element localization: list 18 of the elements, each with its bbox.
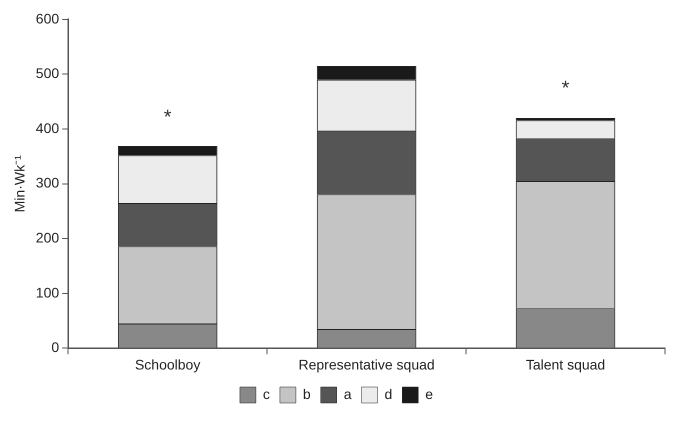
legend-label: c [262, 386, 270, 402]
legend-label: d [384, 386, 392, 402]
y-tick-label: 400 [36, 120, 60, 136]
legend-label: e [425, 386, 434, 402]
y-tick-label: 300 [36, 174, 60, 191]
y-axis-title: Min·Wk⁻¹ [11, 154, 28, 212]
annotation: * [164, 106, 172, 129]
annotation: * [562, 77, 570, 100]
y-tick-label: 500 [36, 65, 60, 82]
legend-label: a [344, 386, 352, 402]
legend-label: b [302, 386, 311, 402]
x-tick-label: Talent squad [526, 356, 606, 372]
y-tick-label: 600 [36, 10, 60, 26]
y-tick-label: 200 [36, 229, 60, 246]
y-tick-label: 0 [51, 339, 60, 356]
y-tick-label: 100 [36, 284, 60, 300]
x-tick-label: Schoolboy [134, 356, 200, 372]
x-tick-label: Representative squad [298, 356, 435, 372]
